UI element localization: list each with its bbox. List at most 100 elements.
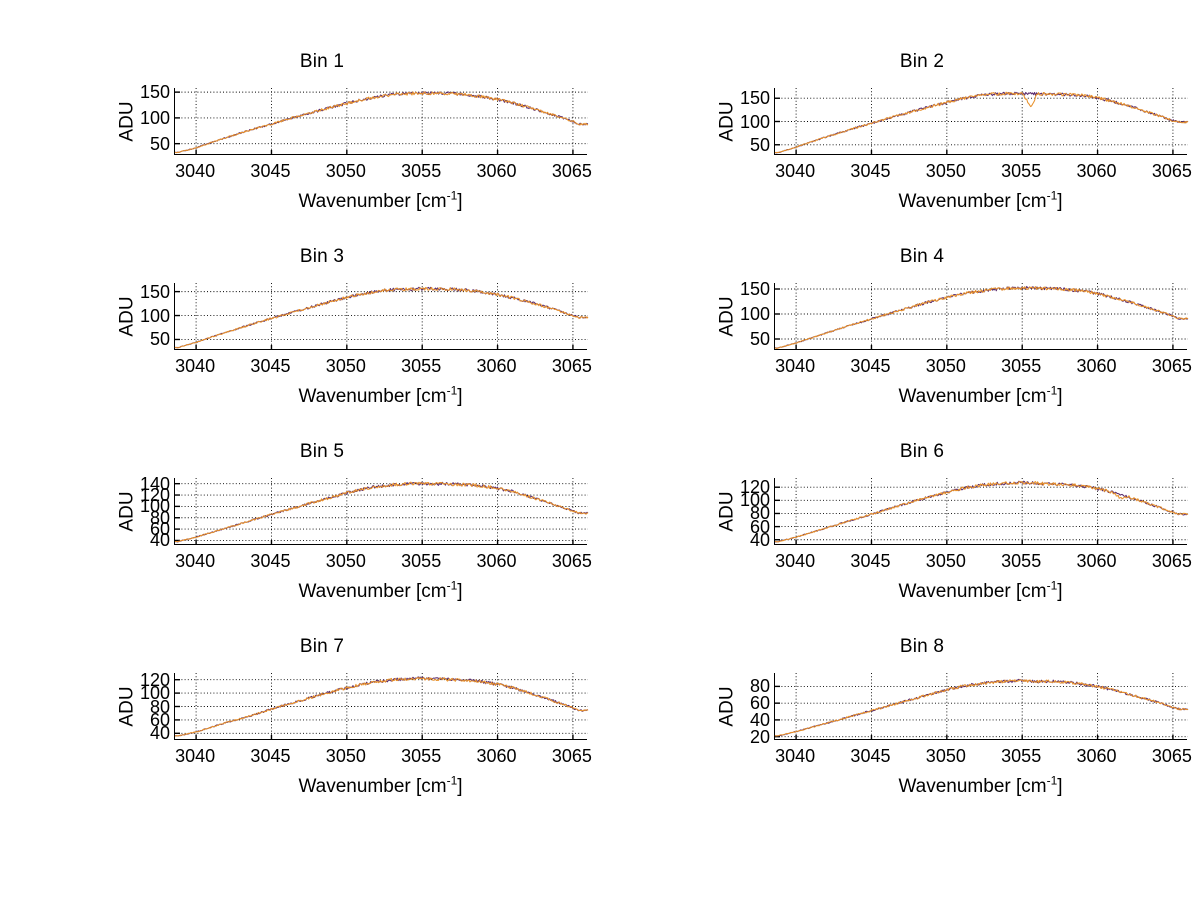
y-tick-label: 150 bbox=[739, 279, 770, 299]
x-tick-labels: 3040 3045 3050 3055 3060 3065 bbox=[174, 355, 592, 379]
x-axis-label: Wavenumber [cm-1] bbox=[774, 775, 1187, 799]
y-tick-labels: 50 100 150 bbox=[118, 83, 170, 155]
x-tick-label: 3040 bbox=[175, 551, 216, 571]
x-axis-label-exponent: -1 bbox=[446, 578, 458, 593]
x-tick-label: 3045 bbox=[250, 356, 291, 376]
x-tick-label: 3060 bbox=[1076, 551, 1117, 571]
x-tick-label: 3045 bbox=[250, 746, 291, 766]
gridlines bbox=[775, 478, 1188, 545]
data-series-measured bbox=[774, 91, 1189, 154]
y-tick-labels: 20 40 60 80 bbox=[718, 673, 770, 745]
x-axis-label-exponent: -1 bbox=[1046, 383, 1058, 398]
x-tick-marks bbox=[175, 482, 574, 545]
x-axis-label-exponent: -1 bbox=[446, 383, 458, 398]
x-tick-label: 3060 bbox=[476, 161, 517, 181]
x-axis-label-text: Wavenumber [cm bbox=[298, 581, 447, 602]
data-series-model bbox=[774, 91, 1189, 154]
data-series-model bbox=[174, 91, 589, 154]
x-tick-label: 3050 bbox=[925, 161, 966, 181]
axes-frame bbox=[174, 283, 589, 350]
gridlines bbox=[175, 478, 588, 545]
x-axis-label-bracket: ] bbox=[457, 386, 463, 407]
y-tick-label: 80 bbox=[149, 507, 170, 528]
x-tick-labels: 3040 3045 3050 3055 3060 3065 bbox=[774, 745, 1192, 769]
x-tick-label: 3045 bbox=[850, 161, 891, 181]
x-axis-label-exponent: -1 bbox=[1046, 578, 1058, 593]
x-tick-label: 3045 bbox=[850, 551, 891, 571]
x-tick-label: 3050 bbox=[925, 746, 966, 766]
panel-title: Bin 8 bbox=[899, 636, 945, 657]
y-tick-label: 140 bbox=[139, 473, 170, 494]
x-axis-label-exponent: -1 bbox=[446, 773, 458, 788]
data-series-model bbox=[174, 481, 589, 543]
x-axis-label: Wavenumber [cm-1] bbox=[174, 775, 587, 799]
y-tick-label: 100 bbox=[139, 107, 170, 128]
x-axis-label: Wavenumber [cm-1] bbox=[774, 190, 1187, 214]
x-tick-label: 3065 bbox=[551, 746, 592, 766]
x-tick-label: 3060 bbox=[1076, 161, 1117, 181]
x-tick-label: 3050 bbox=[925, 356, 966, 376]
x-tick-label: 3060 bbox=[1076, 746, 1117, 766]
panel-title: Bin 6 bbox=[899, 441, 945, 462]
x-axis-label-text: Wavenumber [cm bbox=[898, 386, 1047, 407]
gridlines bbox=[175, 283, 588, 350]
plot-area bbox=[774, 673, 1189, 740]
data-series-measured bbox=[774, 286, 1189, 349]
x-axis-label: Wavenumber [cm-1] bbox=[774, 385, 1187, 409]
panel-title: Bin 5 bbox=[299, 441, 345, 462]
x-tick-labels: 3040 3045 3050 3055 3060 3065 bbox=[774, 160, 1192, 184]
panel-title: Bin 2 bbox=[899, 51, 945, 72]
x-tick-label: 3040 bbox=[175, 746, 216, 766]
gridlines bbox=[175, 88, 588, 155]
y-tick-label: 100 bbox=[739, 490, 770, 511]
x-tick-marks bbox=[175, 290, 574, 350]
axes-frame bbox=[774, 88, 1189, 155]
y-tick-label: 150 bbox=[139, 82, 170, 103]
x-tick-label: 3040 bbox=[775, 746, 816, 766]
y-tick-label: 50 bbox=[149, 329, 170, 350]
y-tick-label: 80 bbox=[749, 676, 770, 697]
x-tick-label: 3055 bbox=[1001, 551, 1042, 571]
x-tick-label: 3050 bbox=[325, 161, 366, 181]
y-tick-label: 40 bbox=[749, 709, 770, 730]
x-axis-label-text: Wavenumber [cm bbox=[898, 776, 1047, 797]
x-tick-label: 3060 bbox=[476, 356, 517, 376]
y-tick-label: 100 bbox=[739, 111, 770, 132]
x-axis-label-exponent: -1 bbox=[446, 188, 458, 203]
x-axis-label-bracket: ] bbox=[1057, 776, 1063, 797]
panel-title: Bin 7 bbox=[299, 636, 345, 657]
y-tick-label: 120 bbox=[139, 485, 170, 506]
x-tick-label: 3065 bbox=[551, 551, 592, 571]
x-tick-label: 3065 bbox=[1151, 551, 1192, 571]
gridlines bbox=[775, 283, 1188, 350]
x-axis-label-text: Wavenumber [cm bbox=[898, 191, 1047, 212]
x-axis-label: Wavenumber [cm-1] bbox=[174, 190, 587, 214]
data-series-model bbox=[774, 480, 1189, 543]
y-tick-labels: 50 100 150 bbox=[718, 88, 770, 155]
axes-frame bbox=[174, 673, 589, 740]
x-tick-label: 3055 bbox=[401, 551, 442, 571]
panel-title: Bin 1 bbox=[299, 51, 345, 72]
x-tick-label: 3060 bbox=[476, 551, 517, 571]
x-tick-labels: 3040 3045 3050 3055 3060 3065 bbox=[174, 550, 592, 574]
plot-panel-bin-5: Bin 5 ADU 40 60 80 100 120 140 3040 3045 3050 3055 3… bbox=[22, 440, 622, 635]
plot-panel-bin-2: Bin 2 ADU 50 100 150 3040 3045 3050 3055 3060 3065… bbox=[622, 50, 1200, 245]
panel-title: Bin 4 bbox=[899, 246, 945, 267]
y-tick-label: 40 bbox=[149, 530, 170, 551]
plot-panel-bin-4: Bin 4 ADU 50 100 150 3040 3045 3050 3055 3060 3065… bbox=[622, 245, 1200, 440]
x-tick-label: 3050 bbox=[325, 746, 366, 766]
x-axis-label-bracket: ] bbox=[1057, 386, 1063, 407]
y-tick-label: 50 bbox=[749, 134, 770, 155]
y-tick-label: 60 bbox=[149, 519, 170, 540]
y-tick-labels: 40 60 80 100 120 bbox=[718, 477, 770, 549]
y-tick-label: 120 bbox=[739, 477, 770, 498]
data-series-measured bbox=[174, 481, 589, 543]
y-tick-labels: 50 100 150 bbox=[718, 279, 770, 350]
x-axis-label-text: Wavenumber [cm bbox=[298, 776, 447, 797]
x-tick-label: 3040 bbox=[775, 356, 816, 376]
x-tick-label: 3045 bbox=[850, 746, 891, 766]
x-axis-label-bracket: ] bbox=[457, 191, 463, 212]
x-tick-label: 3050 bbox=[325, 356, 366, 376]
plot-panel-bin-6: Bin 6 ADU 40 60 80 100 120 3040 3045 3050 3055 3060… bbox=[622, 440, 1200, 635]
